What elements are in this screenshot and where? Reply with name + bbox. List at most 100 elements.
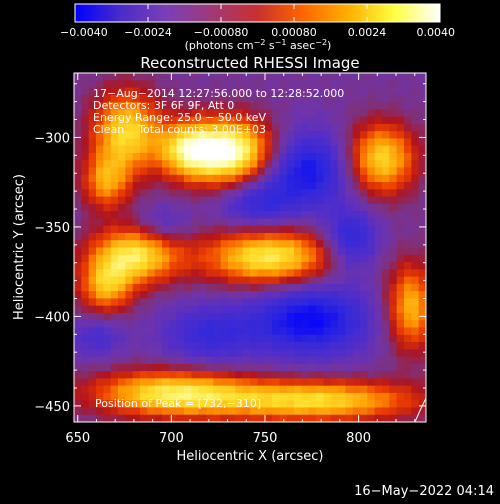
heatmap-cell <box>418 167 427 176</box>
heatmap-cell <box>132 342 141 350</box>
heatmap-cell <box>301 407 310 416</box>
heatmap-cell <box>404 363 412 372</box>
heatmap-cell <box>330 167 339 176</box>
colorbar-tick-label: −0.0024 <box>124 26 172 39</box>
heatmap-cell <box>404 283 412 292</box>
heatmap-cell <box>382 145 390 154</box>
heatmap-cell <box>301 160 310 168</box>
heatmap-cell <box>345 349 354 357</box>
heatmap-cell <box>235 80 244 88</box>
heatmap-cell <box>323 218 332 227</box>
heatmap-cell <box>389 334 398 343</box>
heatmap-cell <box>345 342 354 350</box>
heatmap-cell <box>272 87 280 96</box>
heatmap-cell <box>184 182 192 190</box>
heatmap-cell <box>198 407 207 416</box>
heatmap-cell <box>389 102 398 110</box>
heatmap-cell <box>294 327 302 336</box>
heatmap-cell <box>220 392 229 401</box>
heatmap-cell <box>169 167 178 176</box>
heatmap-cell <box>147 269 156 277</box>
heatmap-cell <box>191 400 200 408</box>
heatmap-cell <box>301 116 310 125</box>
heatmap-cell <box>389 211 398 219</box>
heatmap-cell <box>264 247 273 256</box>
heatmap-cell <box>191 87 200 96</box>
heatmap-cell <box>154 145 163 154</box>
heatmap-cell <box>191 320 200 328</box>
heatmap-cell <box>191 356 200 365</box>
heatmap-cell <box>118 392 126 401</box>
heatmap-cell <box>374 73 383 81</box>
heatmap-cell <box>118 218 126 227</box>
heatmap-cell <box>184 407 192 416</box>
heatmap-cell <box>74 356 82 365</box>
heatmap-cell <box>308 371 317 379</box>
heatmap-cell <box>88 240 97 248</box>
heatmap-cell <box>176 327 185 336</box>
heatmap-cell <box>250 276 258 285</box>
heatmap-cell <box>330 196 339 205</box>
heatmap-cell <box>367 211 376 219</box>
heatmap-cell <box>264 80 273 88</box>
heatmap-cell <box>198 152 207 161</box>
heatmap-cell <box>264 94 273 103</box>
heatmap-cell <box>147 145 156 154</box>
heatmap-cell <box>301 102 310 110</box>
heatmap-cell <box>294 94 302 103</box>
heatmap-cell <box>411 378 420 387</box>
heatmap-cell <box>316 116 324 125</box>
heatmap-cell <box>301 123 310 132</box>
heatmap-cell <box>176 320 185 328</box>
heatmap-cell <box>96 102 104 110</box>
heatmap-cell <box>96 276 104 285</box>
heatmap-cell <box>338 356 346 365</box>
heatmap-cell <box>323 291 332 299</box>
heatmap-cell <box>308 378 317 387</box>
heatmap-cell <box>176 73 185 81</box>
heatmap-cell <box>191 327 200 336</box>
heatmap-cell <box>323 254 332 263</box>
heatmap-cell <box>404 160 412 168</box>
heatmap-cell <box>140 182 148 190</box>
heatmap-cell <box>118 334 126 343</box>
heatmap-cell <box>418 378 427 387</box>
heatmap-cell <box>411 189 420 197</box>
heatmap-cell <box>279 276 288 285</box>
heatmap-cell <box>286 196 295 205</box>
heatmap-cell <box>125 371 134 379</box>
heatmap-cell <box>264 407 273 416</box>
heatmap-cell <box>103 378 112 387</box>
heatmap-cell <box>330 211 339 219</box>
heatmap-cell <box>110 371 119 379</box>
heatmap-cell <box>279 298 288 307</box>
heatmap-cell <box>308 145 317 154</box>
heatmap-cell <box>257 196 266 205</box>
heatmap-cell <box>367 131 376 139</box>
heatmap-cell <box>191 138 200 147</box>
heatmap-cell <box>88 145 97 154</box>
heatmap-cell <box>316 276 324 285</box>
heatmap-cell <box>140 211 148 219</box>
heatmap-cell <box>308 392 317 401</box>
heatmap-cell <box>294 138 302 147</box>
heatmap-cell <box>191 123 200 132</box>
heatmap-cell <box>198 414 207 423</box>
heatmap-cell <box>103 400 112 408</box>
heatmap-cell <box>235 138 244 147</box>
heatmap-cell <box>198 116 207 125</box>
heatmap-cell <box>345 160 354 168</box>
heatmap-cell <box>154 189 163 197</box>
heatmap-cell <box>382 298 390 307</box>
heatmap-cell <box>132 400 141 408</box>
heatmap-cell <box>308 102 317 110</box>
heatmap-cell <box>191 189 200 197</box>
heatmap-cell <box>352 283 361 292</box>
heatmap-cell <box>404 400 412 408</box>
heatmap-cell <box>169 269 178 277</box>
heatmap-cell <box>118 378 126 387</box>
heatmap-cell <box>206 356 214 365</box>
heatmap-cell <box>257 247 266 256</box>
heatmap-cell <box>88 320 97 328</box>
heatmap-cell <box>162 269 170 277</box>
